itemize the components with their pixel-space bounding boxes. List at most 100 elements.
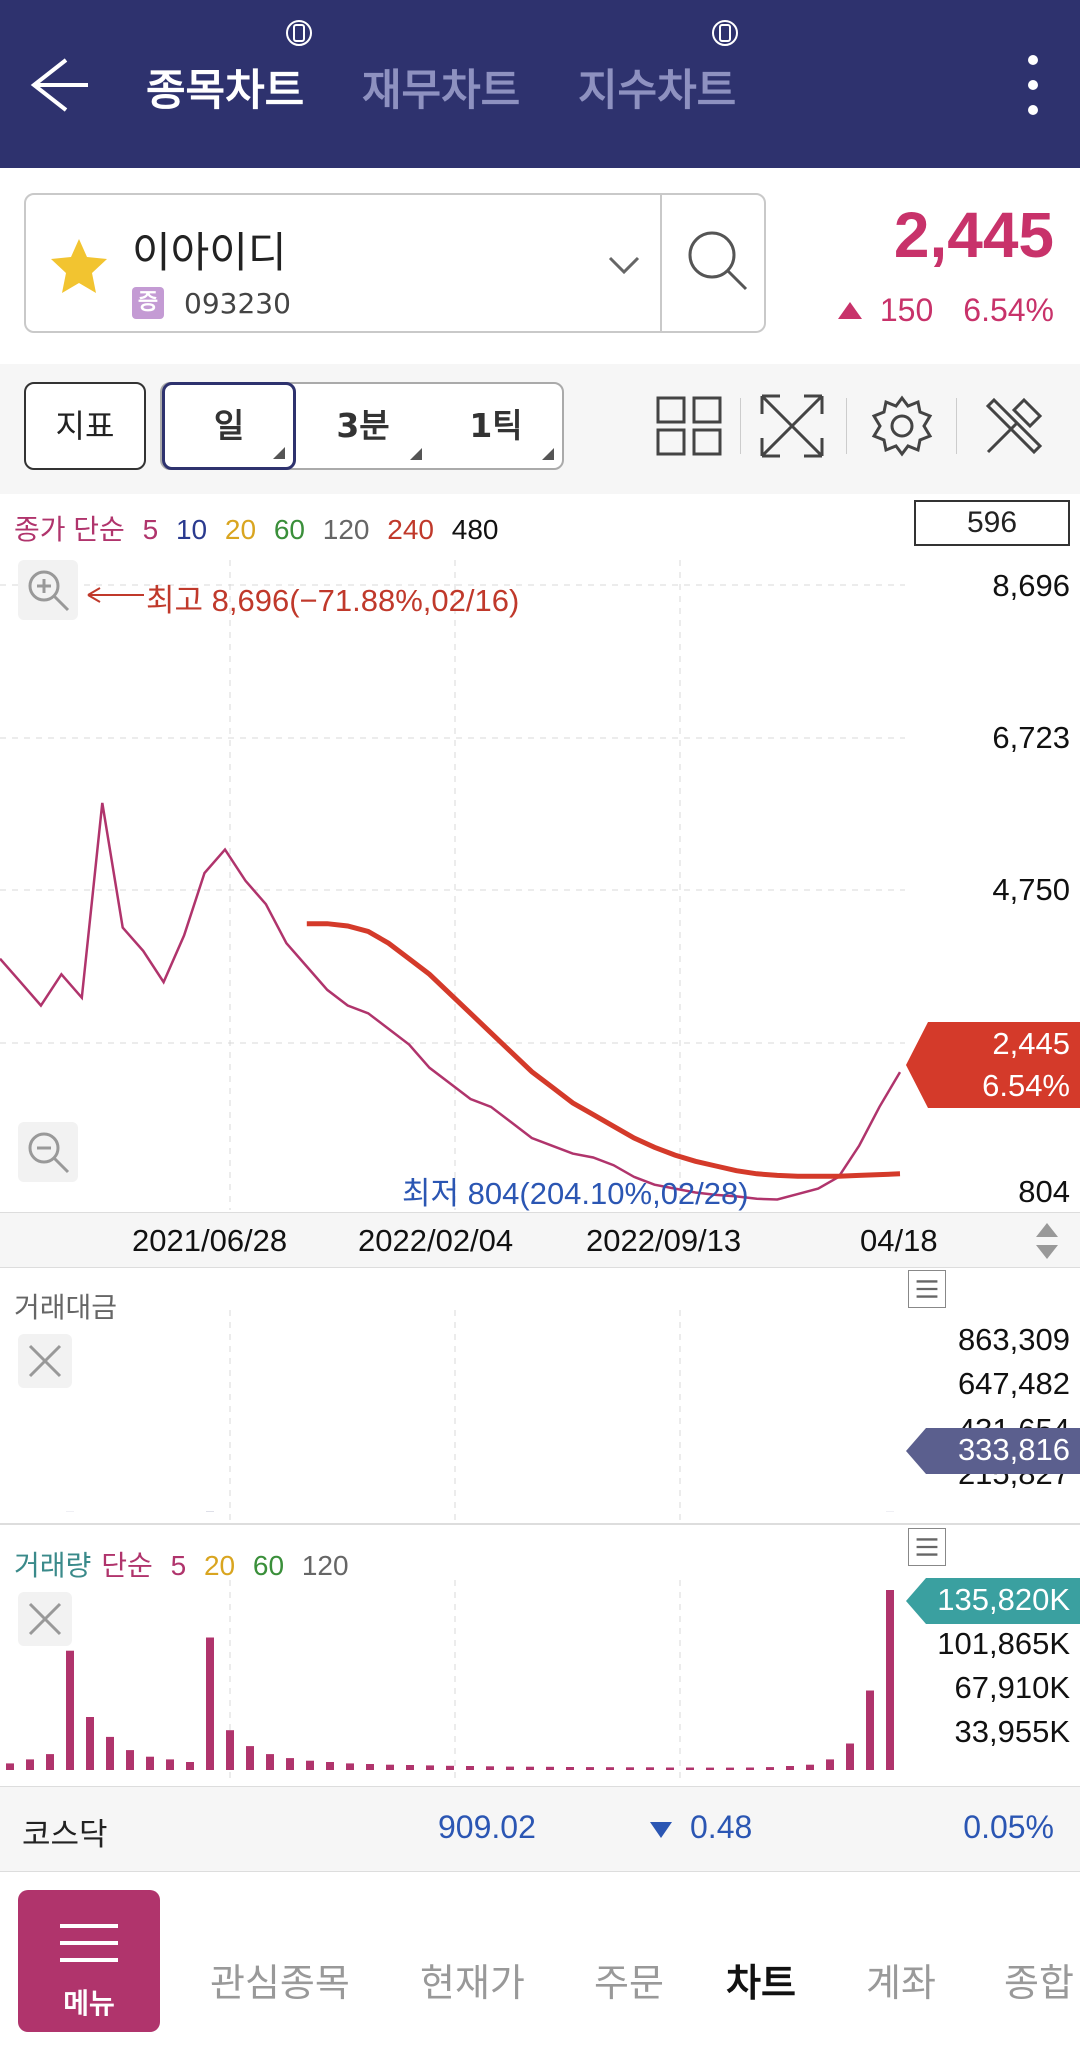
- bottom-nav: 메뉴 관심종목 현재가 주문 차트 계좌 종합: [0, 1872, 1080, 2051]
- legend-ma20: 20: [203, 1550, 236, 1581]
- bar: [766, 1767, 774, 1770]
- bar: [366, 1764, 374, 1770]
- bar: [566, 1767, 574, 1770]
- bar: [826, 1759, 834, 1770]
- phone-sync-icon: [286, 20, 312, 46]
- period-selector: 일 3분 1틱: [160, 382, 564, 470]
- period-3min-button[interactable]: 3분: [296, 384, 430, 468]
- tools-icon[interactable]: [978, 390, 1050, 462]
- change-percent: 6.54%: [963, 292, 1054, 328]
- volume-chart[interactable]: [0, 1580, 1080, 1780]
- legend-ma240: 240: [387, 514, 434, 545]
- bar: [266, 1754, 274, 1770]
- bar: [66, 1650, 74, 1770]
- legend-ma60: 60: [273, 514, 305, 545]
- market-badge: 증: [132, 287, 164, 319]
- nav-overview[interactable]: 종합: [1004, 1961, 1074, 2005]
- trading-value-title: 거래대금: [14, 1292, 118, 1323]
- zoom-out-icon[interactable]: [18, 1122, 78, 1182]
- crosshair-value-box: 596: [914, 500, 1070, 546]
- bar: [106, 1736, 114, 1770]
- hamburger-icon[interactable]: [908, 1528, 946, 1566]
- current-price-tag: [906, 1022, 1080, 1108]
- current-price-label: 2,445: [992, 1026, 1070, 1061]
- volume-legend: 거래량 단순 5 20 60 120: [14, 1544, 359, 1584]
- zoom-in-icon[interactable]: [18, 560, 78, 620]
- divider: [846, 398, 847, 454]
- bar: [446, 1765, 454, 1770]
- bar: [526, 1766, 534, 1770]
- low-annotation: 최저 804(204.10%,02/28): [402, 1176, 749, 1211]
- close-icon[interactable]: [18, 1592, 72, 1646]
- index-change: 0.48: [690, 1809, 753, 1845]
- y-tick: 101,865K: [937, 1626, 1070, 1661]
- legend-ma10: 10: [175, 514, 208, 545]
- chart-legend: 종가 단순 5 10 20 60 120 240 480: [14, 508, 509, 548]
- trading-value-current: 333,816: [957, 1432, 1070, 1467]
- nav-watchlist[interactable]: 관심종목: [210, 1961, 350, 2005]
- legend-ma5: 5: [142, 514, 159, 545]
- bar: [646, 1767, 654, 1770]
- divider: [660, 195, 662, 331]
- search-icon[interactable]: [682, 225, 754, 297]
- y-tick: 8,696: [992, 568, 1070, 603]
- close-icon[interactable]: [18, 1334, 72, 1388]
- bar: [606, 1767, 614, 1770]
- nav-current-price[interactable]: 현재가: [420, 1961, 525, 2005]
- price-chart[interactable]: [0, 560, 1080, 1210]
- tab-index-chart[interactable]: 지수차트: [578, 66, 737, 116]
- tab-finance-chart[interactable]: 재무차트: [362, 66, 521, 116]
- price-change: 150 6.54%: [837, 292, 1054, 329]
- nav-order[interactable]: 주문: [594, 1961, 664, 2005]
- legend-label: 단순: [101, 1550, 153, 1581]
- bar: [486, 1766, 494, 1770]
- legend-ma20: 20: [224, 514, 257, 545]
- chevron-down-icon[interactable]: [606, 250, 642, 280]
- grid-lines: [0, 560, 905, 1210]
- trading-value-tag: [906, 1428, 1080, 1474]
- current-pct-label: 6.54%: [982, 1068, 1070, 1103]
- x-tick: 2022/02/04: [358, 1223, 514, 1258]
- high-arrow-icon: [87, 587, 144, 603]
- bar: [146, 1756, 154, 1770]
- change-amount: 150: [879, 292, 934, 328]
- indicator-button[interactable]: 지표: [24, 382, 146, 470]
- menu-button[interactable]: 메뉴: [18, 1890, 160, 2032]
- x-axis: 2021/06/28 2022/02/04 2022/09/13 04/18: [0, 1212, 1080, 1268]
- y-tick: 647,482: [957, 1366, 1070, 1401]
- high-annotation: 최고 8,696(−71.88%,02/16): [146, 583, 520, 618]
- trading-value-chart[interactable]: [0, 1310, 1080, 1522]
- y-tick: 67,910K: [954, 1670, 1071, 1705]
- bar: [466, 1766, 474, 1770]
- y-tick: 804: [1018, 1174, 1070, 1209]
- bar: [86, 1717, 94, 1770]
- legend-ma120: 120: [322, 514, 370, 545]
- period-day-button[interactable]: 일: [162, 382, 296, 470]
- stock-name: 이아이디: [132, 228, 287, 277]
- bar: [166, 1759, 174, 1770]
- bar: [246, 1746, 254, 1770]
- nav-chart[interactable]: 차트: [726, 1961, 796, 2005]
- y-tick: 6,723: [992, 720, 1070, 755]
- grid-layout-icon[interactable]: [654, 390, 726, 462]
- tab-stock-chart[interactable]: 종목차트: [146, 66, 305, 116]
- back-arrow-icon[interactable]: [26, 52, 92, 118]
- stock-selector[interactable]: 이아이디 증 093230: [24, 193, 766, 333]
- nav-account[interactable]: 계좌: [866, 1961, 936, 2005]
- gear-icon[interactable]: [866, 390, 938, 462]
- divider: [0, 1523, 1080, 1525]
- bar: [346, 1763, 354, 1770]
- period-1tick-button[interactable]: 1틱: [430, 384, 562, 468]
- scroll-arrows-icon[interactable]: [1032, 1219, 1062, 1263]
- stock-code: 093230: [184, 287, 291, 320]
- more-vertical-icon[interactable]: [1018, 50, 1048, 120]
- legend-ma480: 480: [451, 514, 499, 545]
- market-index-bar[interactable]: 코스닥 909.02 0.48 0.05%: [0, 1786, 1080, 1872]
- period-label: 1틱: [469, 406, 523, 445]
- star-favorite-icon[interactable]: [48, 235, 110, 297]
- hamburger-icon[interactable]: [908, 1270, 946, 1308]
- legend-volume-title: 거래량: [14, 1550, 92, 1581]
- x-tick: 04/18: [860, 1223, 938, 1258]
- fullscreen-icon[interactable]: [756, 390, 828, 462]
- bar: [26, 1759, 34, 1770]
